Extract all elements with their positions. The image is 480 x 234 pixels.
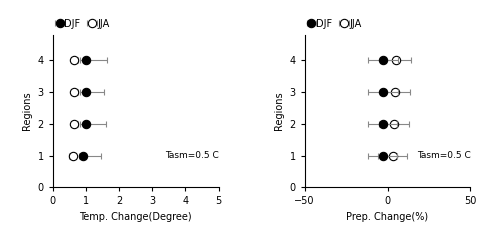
X-axis label: Temp. Change(Degree): Temp. Change(Degree) (79, 212, 192, 222)
Text: Tasm=0.5 C: Tasm=0.5 C (417, 151, 470, 160)
Y-axis label: Regions: Regions (22, 92, 32, 131)
Legend: DJF, JJA: DJF, JJA (310, 19, 361, 29)
X-axis label: Prep. Change(%): Prep. Change(%) (347, 212, 429, 222)
Text: Tasm=0.5 C: Tasm=0.5 C (165, 151, 218, 160)
Legend: DJF, JJA: DJF, JJA (58, 19, 109, 29)
Y-axis label: Regions: Regions (274, 92, 284, 131)
